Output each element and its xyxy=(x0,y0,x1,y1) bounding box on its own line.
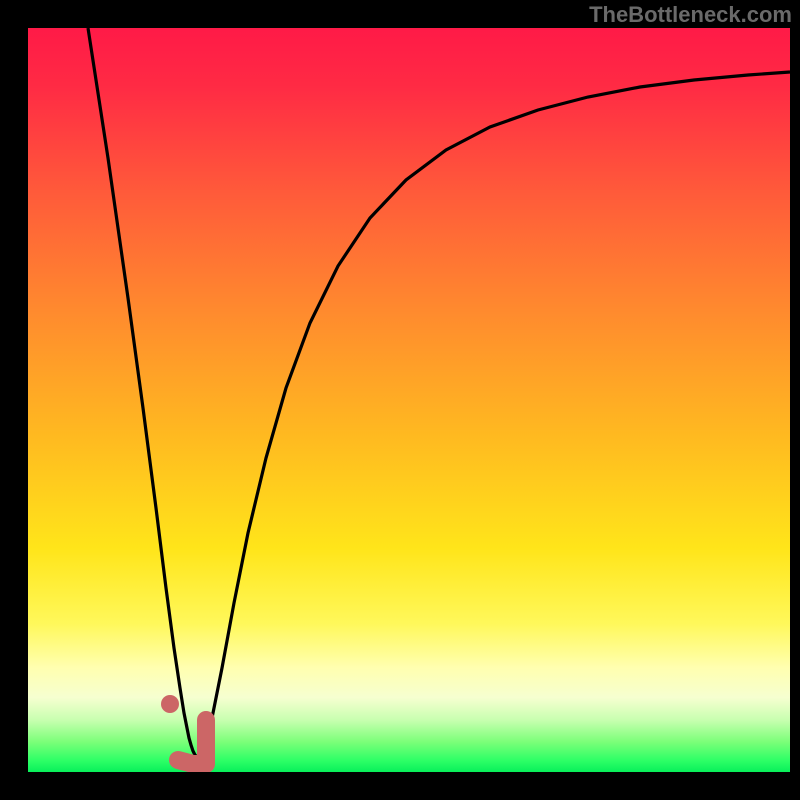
j-mark-dot-icon xyxy=(161,695,179,713)
bottleneck-curve xyxy=(88,28,790,758)
chart-frame: TheBottleneck.com xyxy=(0,0,800,800)
chart-svg xyxy=(28,28,790,772)
watermark-text: TheBottleneck.com xyxy=(589,2,792,28)
j-mark-hook-icon xyxy=(178,720,206,764)
plot-area xyxy=(28,28,790,772)
